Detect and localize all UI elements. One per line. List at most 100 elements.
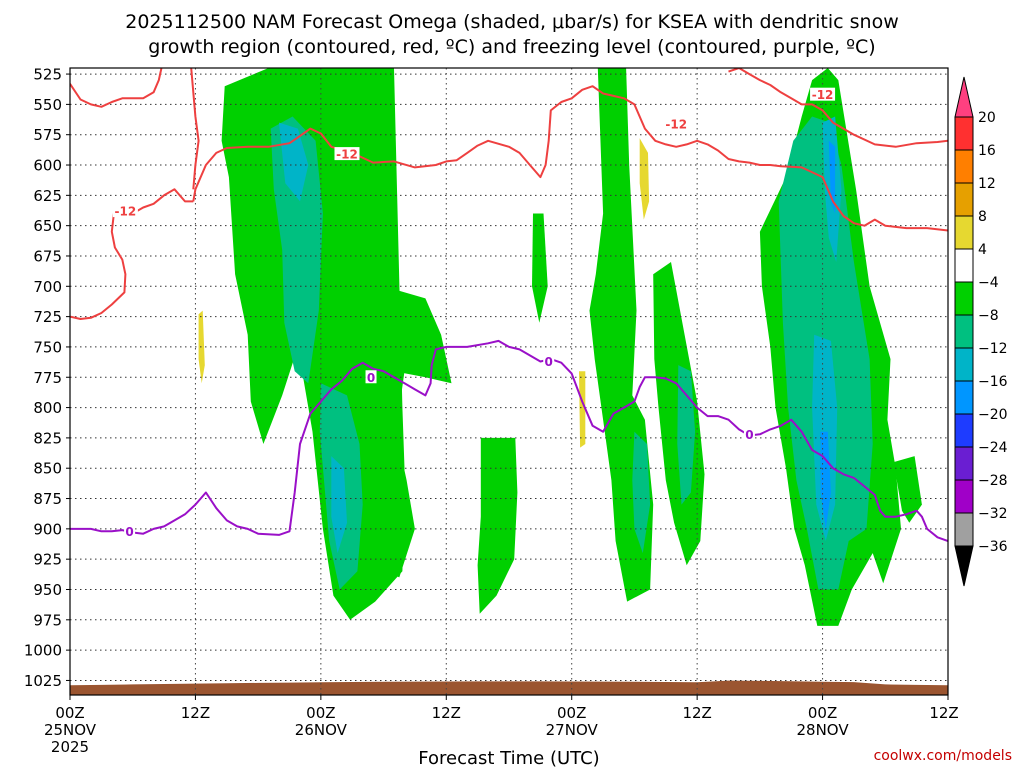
x-tick-label-1-0: 12Z — [181, 704, 210, 722]
x-tick-label-7-0: 12Z — [929, 704, 958, 722]
freezing-level-contours: 0 0 0 0 — [70, 339, 948, 542]
freezing-label-1-bg — [124, 524, 136, 538]
freezing-label-2: 0 — [367, 371, 375, 385]
x-tick-label-2-0: 00Z — [306, 704, 335, 722]
colorbar-label-8: −16 — [978, 374, 1008, 390]
dgz-label-4-bg — [810, 87, 836, 101]
y-tick-label-9: 750 — [33, 338, 62, 356]
omega-region-4 — [532, 213, 548, 323]
x-axis-label: Forecast Time (UTC) — [418, 748, 599, 768]
freezing-label-3: 0 — [545, 355, 553, 369]
dgz-label-3: -12 — [665, 117, 687, 131]
colorbar-segment-1 — [954, 116, 974, 151]
colorbar-segment-8 — [954, 347, 974, 382]
freezing-label-4: 0 — [745, 428, 753, 442]
colorbar-segment-3 — [954, 182, 974, 217]
freezing-label-3-bg — [543, 354, 555, 368]
colorbar-top-arrow — [954, 76, 974, 118]
freezing-label-1: 0 — [125, 525, 133, 539]
colorbar-segment-13 — [954, 512, 974, 547]
y-tick-label-7: 700 — [33, 278, 62, 296]
x-tick-label-0-0: 00Z — [55, 704, 84, 722]
omega-region-20 — [198, 310, 205, 384]
colorbar-label-7: −12 — [978, 341, 1008, 357]
y-tick-label-8: 725 — [33, 308, 62, 326]
x-tick-label-4-0: 00Z — [557, 704, 586, 722]
x-tick-label-6-1: 28NOV — [797, 721, 850, 739]
colorbar-segment-2 — [954, 149, 974, 184]
colorbar-label-1: 16 — [978, 143, 996, 159]
x-tick-label-0-1: 25NOV — [44, 721, 97, 739]
dgz-label-1: -12 — [115, 205, 137, 219]
plot-frame — [69, 67, 949, 696]
omega-region-21 — [639, 138, 650, 220]
x-tick-label-0-2: 2025 — [51, 738, 89, 756]
omega-region-11 — [632, 431, 651, 554]
omega-region-22 — [579, 371, 586, 448]
colorbar-label-2: 12 — [978, 176, 996, 192]
freezing-label-4-bg — [743, 427, 755, 441]
colorbar: 20 16 12 8 4 −4 −8 −12 −16 −20 −24 −28 −32 −36 — [954, 76, 1008, 587]
x-tick-label-3-0: 12Z — [432, 704, 461, 722]
dgz-contour-line-2 — [70, 188, 194, 320]
dgz-contours: -12 -12 -12 -12 — [70, 68, 948, 320]
x-tick-label-5-0: 12Z — [682, 704, 711, 722]
colorbar-label-11: −28 — [978, 473, 1008, 489]
colorbar-segment-5 — [954, 248, 974, 283]
colorbar-label-12: −32 — [978, 506, 1008, 522]
y-tick-label-5: 650 — [33, 217, 62, 235]
colorbar-label-9: −20 — [978, 407, 1008, 423]
y-tick-label-19: 1000 — [24, 642, 62, 660]
colorbar-label-3: 8 — [978, 209, 987, 225]
chart-title-line-1: 2025112500 NAM Forecast Omega (shaded, μ… — [125, 11, 898, 33]
chart-title-line-2: growth region (contoured, red, ºC) and f… — [148, 36, 875, 58]
y-tick-label-0: 525 — [33, 66, 62, 84]
omega-region-9 — [270, 116, 323, 384]
y-axis-ticks: 525 550 575 600 625 650 675 700 725 750 775 800 825 8… — [24, 66, 70, 690]
colorbar-label-0: 20 — [978, 110, 996, 126]
freezing-contour-line-0 — [70, 339, 948, 542]
dgz-label-4: -12 — [812, 88, 834, 102]
colorbar-label-10: −24 — [978, 440, 1008, 456]
colorbar-label-4: 4 — [978, 242, 987, 258]
grid — [70, 68, 948, 695]
y-tick-label-10: 775 — [33, 369, 62, 387]
y-tick-label-3: 600 — [33, 157, 62, 175]
y-tick-label-12: 825 — [33, 429, 62, 447]
freezing-label-2-bg — [365, 370, 377, 384]
colorbar-label-6: −8 — [978, 308, 999, 324]
y-tick-label-18: 975 — [33, 611, 62, 629]
dgz-contour-line-4 — [728, 68, 948, 148]
omega-region-18 — [828, 140, 836, 214]
terrain-fill — [70, 680, 948, 695]
colorbar-label-13: −36 — [978, 539, 1008, 555]
dgz-label-2: -12 — [336, 148, 358, 162]
y-tick-label-6: 675 — [33, 247, 62, 265]
terrain-band — [70, 680, 948, 695]
y-tick-label-20: 1025 — [24, 672, 62, 690]
colorbar-segment-9 — [954, 380, 974, 415]
colorbar-segment-4 — [954, 215, 974, 250]
dgz-contour-line-3 — [190, 68, 200, 190]
y-tick-label-17: 950 — [33, 581, 62, 599]
dgz-contour-line-0 — [70, 68, 163, 108]
y-tick-label-1: 550 — [33, 96, 62, 114]
x-tick-label-6-0: 00Z — [808, 704, 837, 722]
colorbar-segment-7 — [954, 314, 974, 349]
credit-text: coolwx.com/models — [874, 748, 1012, 764]
y-tick-label-15: 900 — [33, 520, 62, 538]
omega-region-1 — [324, 274, 452, 384]
x-tick-label-2-1: 26NOV — [295, 721, 348, 739]
x-tick-label-4-1: 27NOV — [546, 721, 599, 739]
omega-region-3 — [477, 437, 518, 614]
colorbar-bottom-arrow — [954, 545, 974, 587]
y-tick-label-2: 575 — [33, 126, 62, 144]
y-tick-label-14: 875 — [33, 490, 62, 508]
colorbar-label-5: −4 — [978, 275, 999, 291]
dgz-label-1-bg — [112, 204, 138, 218]
colorbar-segment-11 — [954, 446, 974, 481]
y-tick-label-13: 850 — [33, 460, 62, 478]
dgz-label-2-bg — [334, 147, 360, 161]
